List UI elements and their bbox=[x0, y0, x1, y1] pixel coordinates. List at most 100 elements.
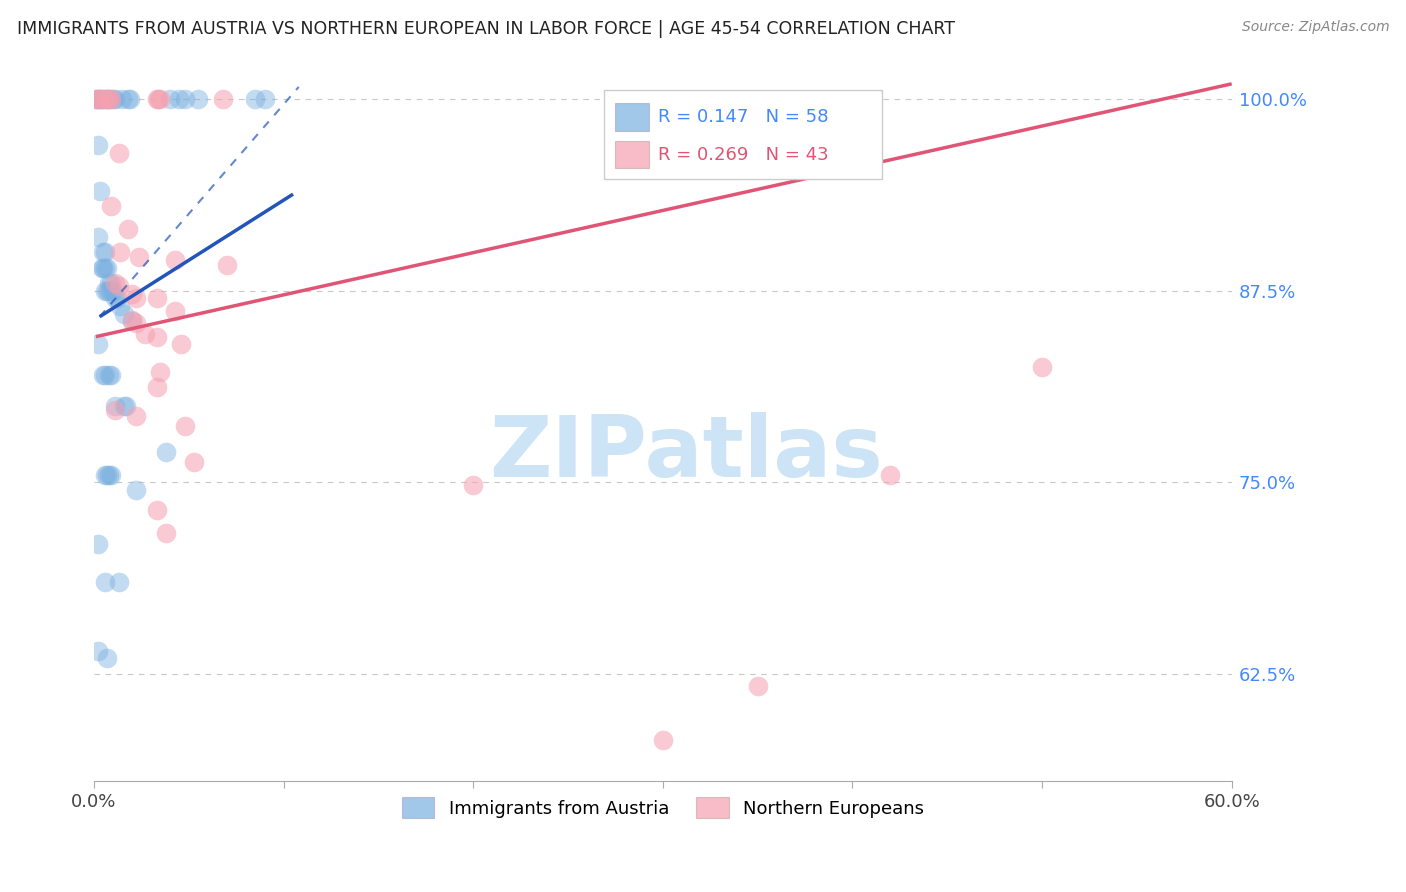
Point bbox=[128, 250, 150, 264]
Point bbox=[651, 732, 673, 747]
Point bbox=[89, 92, 111, 106]
Point bbox=[112, 399, 135, 413]
Point bbox=[159, 92, 181, 106]
Point bbox=[243, 92, 266, 106]
Point bbox=[107, 145, 129, 160]
Point bbox=[107, 279, 129, 293]
Point bbox=[89, 92, 111, 106]
Point bbox=[121, 286, 143, 301]
Point bbox=[100, 284, 122, 298]
Point bbox=[165, 303, 187, 318]
Point bbox=[94, 284, 117, 298]
Point bbox=[101, 92, 124, 106]
Point bbox=[93, 245, 115, 260]
Point bbox=[101, 284, 124, 298]
Point bbox=[107, 574, 129, 589]
Bar bbox=[614, 103, 650, 130]
Point bbox=[747, 679, 769, 693]
Point bbox=[134, 326, 156, 341]
Point bbox=[98, 92, 121, 106]
Point bbox=[87, 92, 110, 106]
Point bbox=[96, 467, 118, 482]
Point bbox=[87, 92, 110, 106]
Point bbox=[124, 316, 146, 330]
Point bbox=[124, 409, 146, 424]
Point bbox=[96, 284, 118, 298]
Point bbox=[87, 138, 110, 153]
Point bbox=[174, 418, 197, 433]
Point bbox=[100, 199, 122, 213]
Point bbox=[212, 92, 235, 106]
Point bbox=[89, 184, 111, 198]
Text: Source: ZipAtlas.com: Source: ZipAtlas.com bbox=[1241, 20, 1389, 34]
Point bbox=[96, 260, 118, 275]
Point bbox=[84, 92, 107, 106]
Point bbox=[110, 245, 132, 260]
Point bbox=[90, 260, 112, 275]
Text: R = 0.269   N = 43: R = 0.269 N = 43 bbox=[658, 145, 830, 164]
Point bbox=[145, 503, 167, 517]
Point bbox=[104, 399, 127, 413]
Point bbox=[100, 92, 122, 106]
Point bbox=[104, 276, 127, 290]
Point bbox=[87, 536, 110, 550]
Point bbox=[170, 337, 193, 351]
Point bbox=[96, 92, 118, 106]
Point bbox=[1031, 360, 1053, 375]
Bar bbox=[614, 141, 650, 169]
Point bbox=[112, 307, 135, 321]
Text: IMMIGRANTS FROM AUSTRIA VS NORTHERN EUROPEAN IN LABOR FORCE | AGE 45-54 CORRELAT: IMMIGRANTS FROM AUSTRIA VS NORTHERN EURO… bbox=[17, 20, 955, 37]
Point bbox=[98, 276, 121, 290]
Point bbox=[118, 92, 141, 106]
Point bbox=[145, 291, 167, 305]
Point bbox=[87, 644, 110, 658]
Point bbox=[104, 291, 127, 305]
Point bbox=[104, 403, 127, 417]
Point bbox=[121, 314, 143, 328]
Text: ZIPatlas: ZIPatlas bbox=[489, 412, 883, 495]
Point bbox=[145, 380, 167, 394]
Point bbox=[98, 467, 121, 482]
Point bbox=[167, 92, 190, 106]
Point bbox=[115, 399, 138, 413]
Point bbox=[149, 92, 172, 106]
Point bbox=[98, 92, 121, 106]
Point bbox=[145, 329, 167, 343]
Point bbox=[124, 291, 146, 305]
Point bbox=[183, 455, 205, 469]
Legend: Immigrants from Austria, Northern Europeans: Immigrants from Austria, Northern Europe… bbox=[395, 790, 931, 825]
Point bbox=[100, 467, 122, 482]
Point bbox=[110, 299, 132, 313]
Point bbox=[84, 92, 107, 106]
Point bbox=[165, 253, 187, 268]
Point bbox=[96, 651, 118, 665]
Point bbox=[93, 92, 115, 106]
Point bbox=[94, 467, 117, 482]
Point bbox=[100, 276, 122, 290]
Point bbox=[117, 222, 139, 236]
Point bbox=[149, 365, 172, 379]
Point bbox=[215, 258, 238, 272]
Point bbox=[94, 368, 117, 382]
Point bbox=[145, 92, 167, 106]
Point bbox=[94, 92, 117, 106]
Point bbox=[98, 368, 121, 382]
Point bbox=[124, 483, 146, 497]
Point bbox=[87, 337, 110, 351]
Point bbox=[463, 478, 485, 492]
Point bbox=[96, 92, 118, 106]
Point bbox=[94, 574, 117, 589]
Point bbox=[94, 245, 117, 260]
Point bbox=[155, 525, 177, 540]
Point bbox=[93, 260, 115, 275]
Point bbox=[117, 92, 139, 106]
Point bbox=[148, 92, 170, 106]
Point bbox=[155, 444, 177, 458]
Text: R = 0.147   N = 58: R = 0.147 N = 58 bbox=[658, 108, 828, 126]
Point bbox=[121, 313, 143, 327]
FancyBboxPatch shape bbox=[603, 90, 883, 179]
Point bbox=[105, 291, 128, 305]
Point bbox=[100, 368, 122, 382]
Point bbox=[174, 92, 197, 106]
Point bbox=[187, 92, 209, 106]
